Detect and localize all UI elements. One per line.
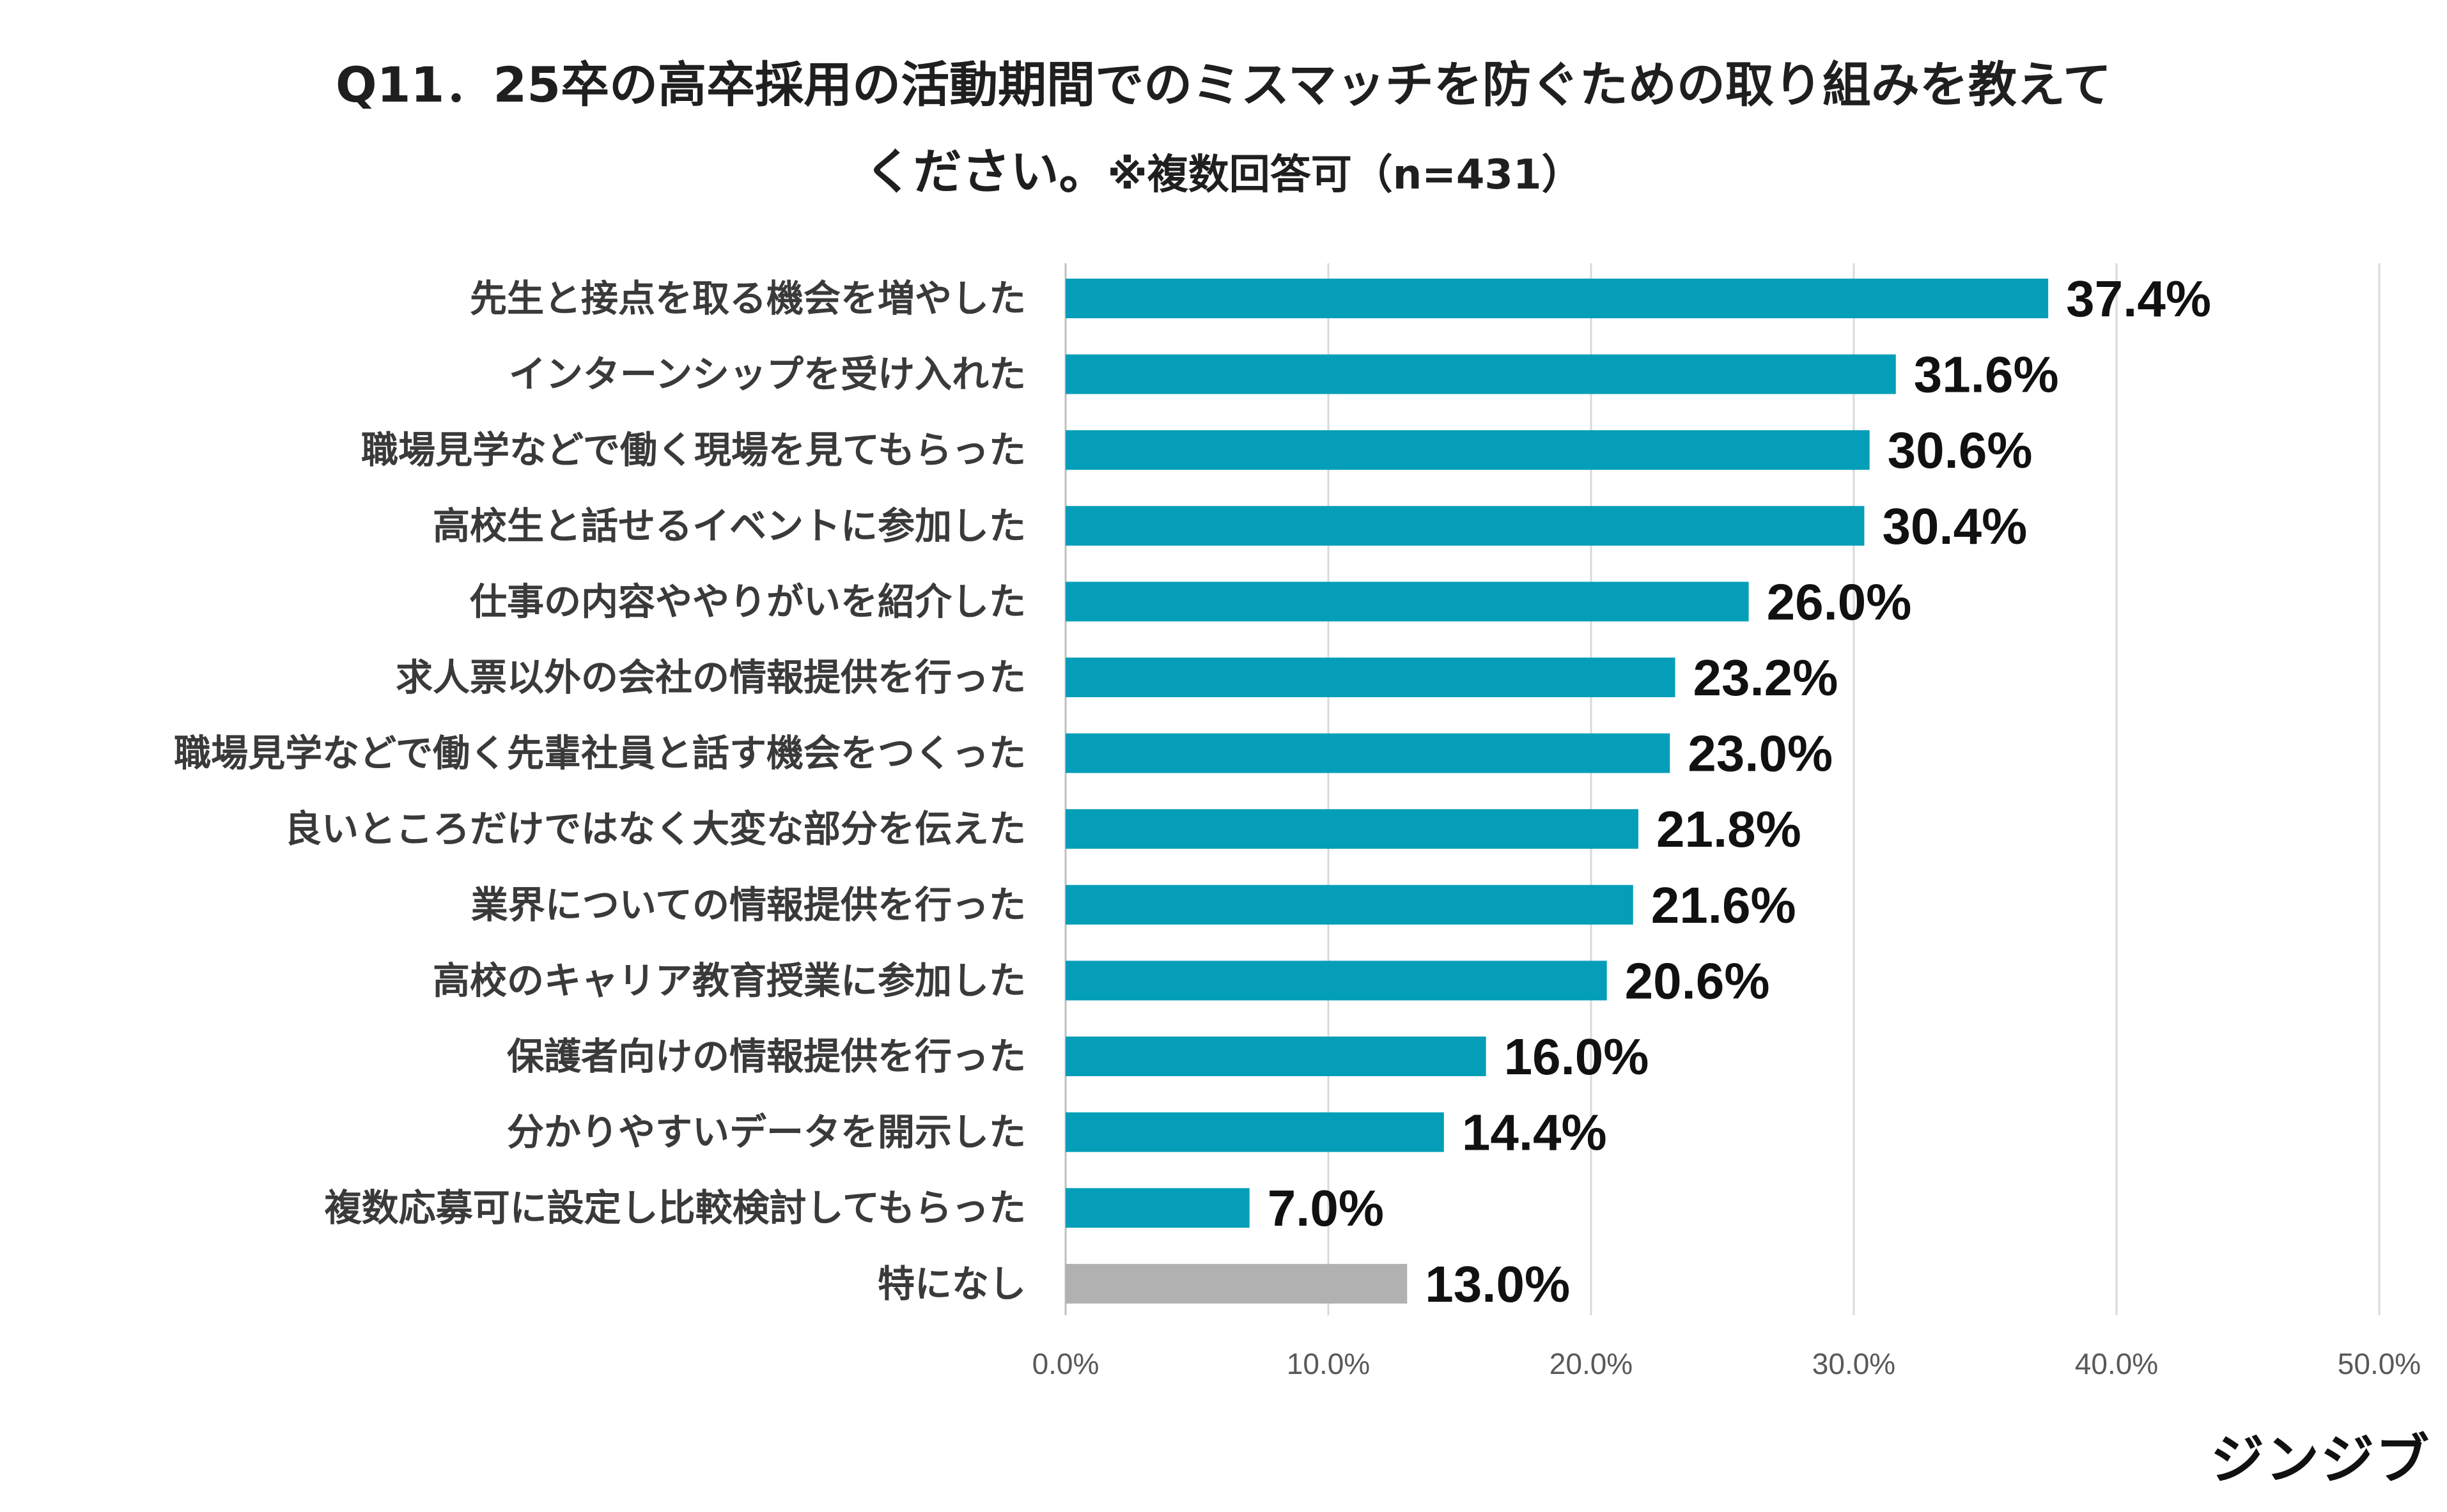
bar bbox=[1066, 1037, 1486, 1076]
chart-title-line1: Q11．25卒の高卒採用の活動期間でのミスマッチを防ぐための取り組みを教えて bbox=[335, 56, 2112, 113]
category-label: 業界についての情報提供を行った bbox=[471, 883, 1026, 927]
x-tick-label: 30.0% bbox=[1812, 1347, 1895, 1380]
bar bbox=[1066, 1188, 1250, 1228]
category-label: 職場見学などで働く現場を見てもらった bbox=[361, 428, 1026, 472]
chart-title-main: ください。 bbox=[864, 143, 1108, 200]
x-axis-ticks: 0.0% 10.0% 20.0% 30.0% 40.0% 50.0% bbox=[1032, 1347, 2421, 1380]
category-label: 先生と接点を取る機会を増やした bbox=[470, 277, 1026, 320]
value-label: 37.4% bbox=[2066, 270, 2211, 327]
x-tick-label: 10.0% bbox=[1287, 1347, 1370, 1380]
x-tick-label: 50.0% bbox=[2338, 1347, 2421, 1380]
category-label: 仕事の内容ややりがいを紹介した bbox=[470, 580, 1026, 623]
bars bbox=[1066, 279, 2049, 1304]
value-label: 7.0% bbox=[1268, 1180, 1384, 1237]
value-label: 30.4% bbox=[1882, 498, 2027, 555]
bar bbox=[1066, 960, 1607, 1001]
value-label: 21.6% bbox=[1651, 877, 1796, 934]
category-label: 良いところだけではなく大変な部分を伝えた bbox=[284, 807, 1026, 851]
bar bbox=[1066, 279, 2049, 318]
value-label: 21.8% bbox=[1656, 801, 1801, 858]
category-label: 高校生と話せるイベントに参加した bbox=[433, 504, 1026, 548]
category-label: 特になし bbox=[878, 1262, 1026, 1306]
x-tick-label: 0.0% bbox=[1032, 1347, 1099, 1380]
bar bbox=[1066, 809, 1638, 849]
bar bbox=[1066, 582, 1749, 622]
category-label: 職場見学などで働く先輩社員と話す機会をつくった bbox=[174, 732, 1026, 775]
bar bbox=[1066, 884, 1633, 925]
bar bbox=[1066, 430, 1870, 470]
chart-title-note: ※複数回答可（n=431） bbox=[1107, 151, 1583, 199]
value-label: 23.2% bbox=[1693, 649, 1838, 706]
category-label: 求人票以外の会社の情報提供を行った bbox=[396, 656, 1026, 699]
value-label: 26.0% bbox=[1767, 573, 1912, 630]
value-label: 14.4% bbox=[1462, 1104, 1607, 1161]
category-labels: 先生と接点を取る機会を増やしたインターンシップを受け入れた職場見学などで働く現場… bbox=[174, 277, 1026, 1306]
value-label: 31.6% bbox=[1914, 346, 2059, 403]
value-label: 20.6% bbox=[1625, 952, 1770, 1009]
bar bbox=[1066, 1112, 1444, 1152]
grid-lines bbox=[1064, 263, 2381, 1315]
bar bbox=[1066, 505, 1865, 546]
value-label: 16.0% bbox=[1504, 1028, 1649, 1085]
value-label: 30.6% bbox=[1888, 422, 2033, 479]
category-label: 複数応募可に設定し比較検討してもらった bbox=[325, 1186, 1026, 1230]
category-label: 高校のキャリア教育授業に参加した bbox=[433, 959, 1026, 1002]
x-tick-label: 20.0% bbox=[1550, 1347, 1633, 1380]
bar bbox=[1066, 658, 1675, 697]
bar bbox=[1066, 1263, 1408, 1304]
x-tick-label: 40.0% bbox=[2075, 1347, 2158, 1380]
value-label: 13.0% bbox=[1425, 1256, 1570, 1313]
category-label: インターンシップを受け入れた bbox=[509, 353, 1026, 396]
category-label: 保護者向けの情報提供を行った bbox=[507, 1035, 1026, 1078]
bar bbox=[1066, 354, 1896, 394]
value-label: 23.0% bbox=[1688, 725, 1833, 782]
bar bbox=[1066, 733, 1670, 773]
brand-logo: ジンジブ bbox=[2210, 1428, 2430, 1491]
category-label: 分かりやすいデータを開示した bbox=[507, 1111, 1026, 1154]
value-labels: 37.4%31.6% 30.6% 30.4% 26.0% 23.2% 23.0% 21.8%… bbox=[1268, 270, 2211, 1313]
chart-title-line2: ください。※複数回答可（n=431） bbox=[0, 137, 2447, 210]
